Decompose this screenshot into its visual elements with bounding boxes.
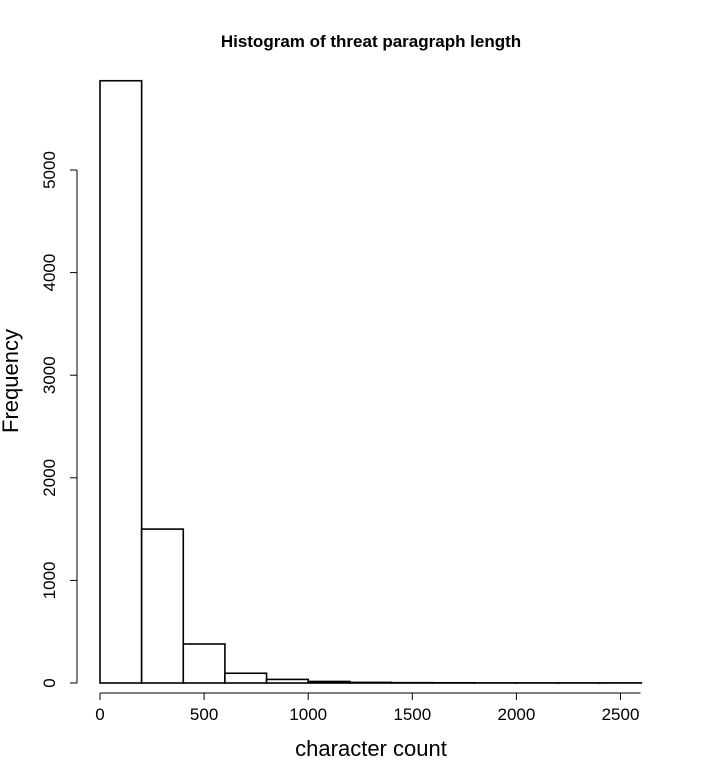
y-tick-label: 2000 bbox=[40, 459, 59, 497]
y-tick-label: 5000 bbox=[40, 151, 59, 189]
histogram-bar bbox=[307, 680, 351, 684]
x-tick-label: 1500 bbox=[393, 705, 431, 724]
y-tick-label: 1000 bbox=[40, 561, 59, 599]
histogram-bar bbox=[140, 528, 185, 684]
histogram-bar bbox=[349, 681, 393, 684]
y-tick-label: 4000 bbox=[40, 254, 59, 292]
x-axis-title: character count bbox=[295, 736, 447, 761]
x-tick-label: 500 bbox=[190, 705, 218, 724]
histogram-bar bbox=[182, 643, 226, 684]
y-axis-title: Frequency bbox=[0, 329, 23, 433]
y-tick-label: 0 bbox=[40, 678, 59, 687]
histogram-bar bbox=[99, 79, 143, 684]
x-tick-label: 1000 bbox=[289, 705, 327, 724]
histogram-bar bbox=[265, 678, 309, 684]
histogram-bar bbox=[224, 672, 268, 684]
x-axis: 0 500 1000 1500 2000 2500 bbox=[95, 692, 641, 724]
chart-title: Histogram of threat paragraph length bbox=[221, 32, 521, 51]
y-axis: 0 1000 2000 3000 4000 5000 bbox=[40, 151, 78, 688]
bars-group bbox=[99, 79, 643, 684]
x-tick-label: 2000 bbox=[497, 705, 535, 724]
y-tick-label: 3000 bbox=[40, 356, 59, 394]
x-tick-label: 2500 bbox=[602, 705, 640, 724]
x-tick-label: 0 bbox=[95, 705, 104, 724]
